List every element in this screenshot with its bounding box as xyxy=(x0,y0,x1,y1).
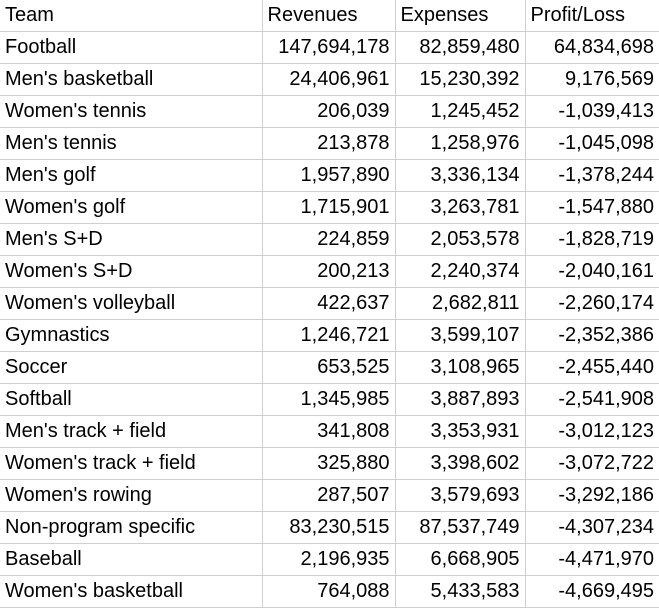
cell-team[interactable]: Men's basketball xyxy=(0,63,263,96)
cell-profit-loss[interactable]: -1,378,244 xyxy=(525,159,659,192)
cell-expenses[interactable]: 15,230,392 xyxy=(395,63,526,96)
table-row: Men's tennis 213,878 1,258,976 -1,045,098 xyxy=(0,127,659,160)
table-row: Football 147,694,178 82,859,480 64,834,698 xyxy=(0,31,659,64)
cell-revenues[interactable]: 24,406,961 xyxy=(262,63,396,96)
cell-revenues[interactable]: 83,230,515 xyxy=(262,511,396,544)
cell-team[interactable]: Women's golf xyxy=(0,191,263,224)
cell-expenses[interactable]: 3,336,134 xyxy=(395,159,526,192)
cell-expenses[interactable]: 3,599,107 xyxy=(395,319,526,352)
cell-expenses[interactable]: 3,108,965 xyxy=(395,351,526,384)
table-row: Women's golf 1,715,901 3,263,781 -1,547,880 xyxy=(0,191,659,224)
cell-profit-loss[interactable]: -1,039,413 xyxy=(525,95,659,128)
cell-profit-loss[interactable]: -2,040,161 xyxy=(525,255,659,288)
header-revenues[interactable]: Revenues xyxy=(262,0,396,32)
cell-profit-loss[interactable]: -4,307,234 xyxy=(525,511,659,544)
table-row: Softball 1,345,985 3,887,893 -2,541,908 xyxy=(0,383,659,416)
cell-team[interactable]: Men's tennis xyxy=(0,127,263,160)
cell-profit-loss[interactable]: -2,260,174 xyxy=(525,287,659,320)
table-row: Women's rowing 287,507 3,579,693 -3,292,186 xyxy=(0,479,659,512)
cell-profit-loss[interactable]: -3,012,123 xyxy=(525,415,659,448)
cell-expenses[interactable]: 87,537,749 xyxy=(395,511,526,544)
cell-team[interactable]: Non-program specific xyxy=(0,511,263,544)
cell-team[interactable]: Women's volleyball xyxy=(0,287,263,320)
cell-expenses[interactable]: 2,240,374 xyxy=(395,255,526,288)
cell-revenues[interactable]: 422,637 xyxy=(262,287,396,320)
cell-expenses[interactable]: 5,433,583 xyxy=(395,575,526,608)
cell-profit-loss[interactable]: -1,547,880 xyxy=(525,191,659,224)
cell-profit-loss[interactable]: -3,072,722 xyxy=(525,447,659,480)
cell-expenses[interactable]: 1,258,976 xyxy=(395,127,526,160)
table-row: Gymnastics 1,246,721 3,599,107 -2,352,386 xyxy=(0,319,659,352)
cell-revenues[interactable]: 1,345,985 xyxy=(262,383,396,416)
cell-expenses[interactable]: 3,263,781 xyxy=(395,191,526,224)
table-row: Men's basketball 24,406,961 15,230,392 9,17… xyxy=(0,63,659,96)
cell-profit-loss[interactable]: -1,828,719 xyxy=(525,223,659,256)
cell-revenues[interactable]: 147,694,178 xyxy=(262,31,396,64)
cell-revenues[interactable]: 1,957,890 xyxy=(262,159,396,192)
cell-profit-loss[interactable]: -2,455,440 xyxy=(525,351,659,384)
cell-team[interactable]: Women's tennis xyxy=(0,95,263,128)
cell-revenues[interactable]: 224,859 xyxy=(262,223,396,256)
cell-profit-loss[interactable]: -2,352,386 xyxy=(525,319,659,352)
table-row: Women's track + field 325,880 3,398,602 -3,… xyxy=(0,447,659,480)
cell-expenses[interactable]: 3,353,931 xyxy=(395,415,526,448)
cell-expenses[interactable]: 2,053,578 xyxy=(395,223,526,256)
table-row: Women's basketball 764,088 5,433,583 -4,669… xyxy=(0,575,659,608)
table-row: Soccer 653,525 3,108,965 -2,455,440 xyxy=(0,351,659,384)
cell-profit-loss[interactable]: 9,176,569 xyxy=(525,63,659,96)
cell-revenues[interactable]: 341,808 xyxy=(262,415,396,448)
cell-team[interactable]: Soccer xyxy=(0,351,263,384)
cell-revenues[interactable]: 287,507 xyxy=(262,479,396,512)
header-team[interactable]: Team xyxy=(0,0,263,32)
cell-revenues[interactable]: 200,213 xyxy=(262,255,396,288)
cell-expenses[interactable]: 3,398,602 xyxy=(395,447,526,480)
cell-profit-loss[interactable]: -1,045,098 xyxy=(525,127,659,160)
cell-team[interactable]: Softball xyxy=(0,383,263,416)
cell-profit-loss[interactable]: 64,834,698 xyxy=(525,31,659,64)
cell-revenues[interactable]: 1,715,901 xyxy=(262,191,396,224)
cell-profit-loss[interactable]: -4,471,970 xyxy=(525,543,659,576)
cell-revenues[interactable]: 653,525 xyxy=(262,351,396,384)
table-row: Men's track + field 341,808 3,353,931 -3,01… xyxy=(0,415,659,448)
cell-team[interactable]: Men's golf xyxy=(0,159,263,192)
cell-profit-loss[interactable]: -3,292,186 xyxy=(525,479,659,512)
table-row: Women's tennis 206,039 1,245,452 -1,039,413 xyxy=(0,95,659,128)
cell-revenues[interactable]: 2,196,935 xyxy=(262,543,396,576)
cell-team[interactable]: Football xyxy=(0,31,263,64)
cell-revenues[interactable]: 206,039 xyxy=(262,95,396,128)
table-row: Women's S+D 200,213 2,240,374 -2,040,161 xyxy=(0,255,659,288)
cell-expenses[interactable]: 2,682,811 xyxy=(395,287,526,320)
table-row: Non-program specific 83,230,515 87,537,749… xyxy=(0,511,659,544)
cell-team[interactable]: Women's track + field xyxy=(0,447,263,480)
table-header: Team Revenues Expenses Profit/Loss xyxy=(0,0,659,32)
cell-revenues[interactable]: 764,088 xyxy=(262,575,396,608)
cell-expenses[interactable]: 3,579,693 xyxy=(395,479,526,512)
cell-expenses[interactable]: 82,859,480 xyxy=(395,31,526,64)
cell-team[interactable]: Women's S+D xyxy=(0,255,263,288)
table-row: Baseball 2,196,935 6,668,905 -4,471,970 xyxy=(0,543,659,576)
header-expenses[interactable]: Expenses xyxy=(395,0,526,32)
header-row: Team Revenues Expenses Profit/Loss xyxy=(0,0,659,32)
cell-team[interactable]: Baseball xyxy=(0,543,263,576)
table-row: Women's volleyball 422,637 2,682,811 -2,260… xyxy=(0,287,659,320)
cell-expenses[interactable]: 6,668,905 xyxy=(395,543,526,576)
cell-expenses[interactable]: 1,245,452 xyxy=(395,95,526,128)
cell-team[interactable]: Women's rowing xyxy=(0,479,263,512)
cell-team[interactable]: Women's basketball xyxy=(0,575,263,608)
cell-profit-loss[interactable]: -4,669,495 xyxy=(525,575,659,608)
table-body: Football 147,694,178 82,859,480 64,834,698 M… xyxy=(0,31,659,608)
cell-revenues[interactable]: 1,246,721 xyxy=(262,319,396,352)
cell-revenues[interactable]: 325,880 xyxy=(262,447,396,480)
header-profit-loss[interactable]: Profit/Loss xyxy=(525,0,659,32)
cell-team[interactable]: Men's S+D xyxy=(0,223,263,256)
cell-team[interactable]: Gymnastics xyxy=(0,319,263,352)
cell-revenues[interactable]: 213,878 xyxy=(262,127,396,160)
cell-expenses[interactable]: 3,887,893 xyxy=(395,383,526,416)
table-row: Men's S+D 224,859 2,053,578 -1,828,719 xyxy=(0,223,659,256)
cell-team[interactable]: Men's track + field xyxy=(0,415,263,448)
table-row: Men's golf 1,957,890 3,336,134 -1,378,244 xyxy=(0,159,659,192)
cell-profit-loss[interactable]: -2,541,908 xyxy=(525,383,659,416)
